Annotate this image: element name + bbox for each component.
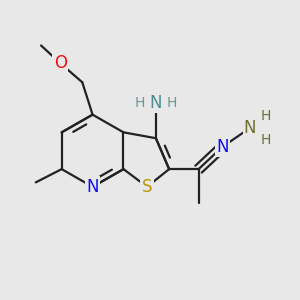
- Text: N: N: [86, 178, 99, 196]
- Text: H: H: [134, 96, 145, 110]
- Text: N: N: [150, 94, 162, 112]
- Text: H: H: [167, 96, 177, 110]
- Text: O: O: [54, 54, 67, 72]
- Text: H: H: [261, 109, 272, 123]
- Text: S: S: [142, 178, 152, 196]
- Text: N: N: [216, 138, 228, 156]
- Text: N: N: [244, 119, 256, 137]
- Text: H: H: [261, 133, 272, 147]
